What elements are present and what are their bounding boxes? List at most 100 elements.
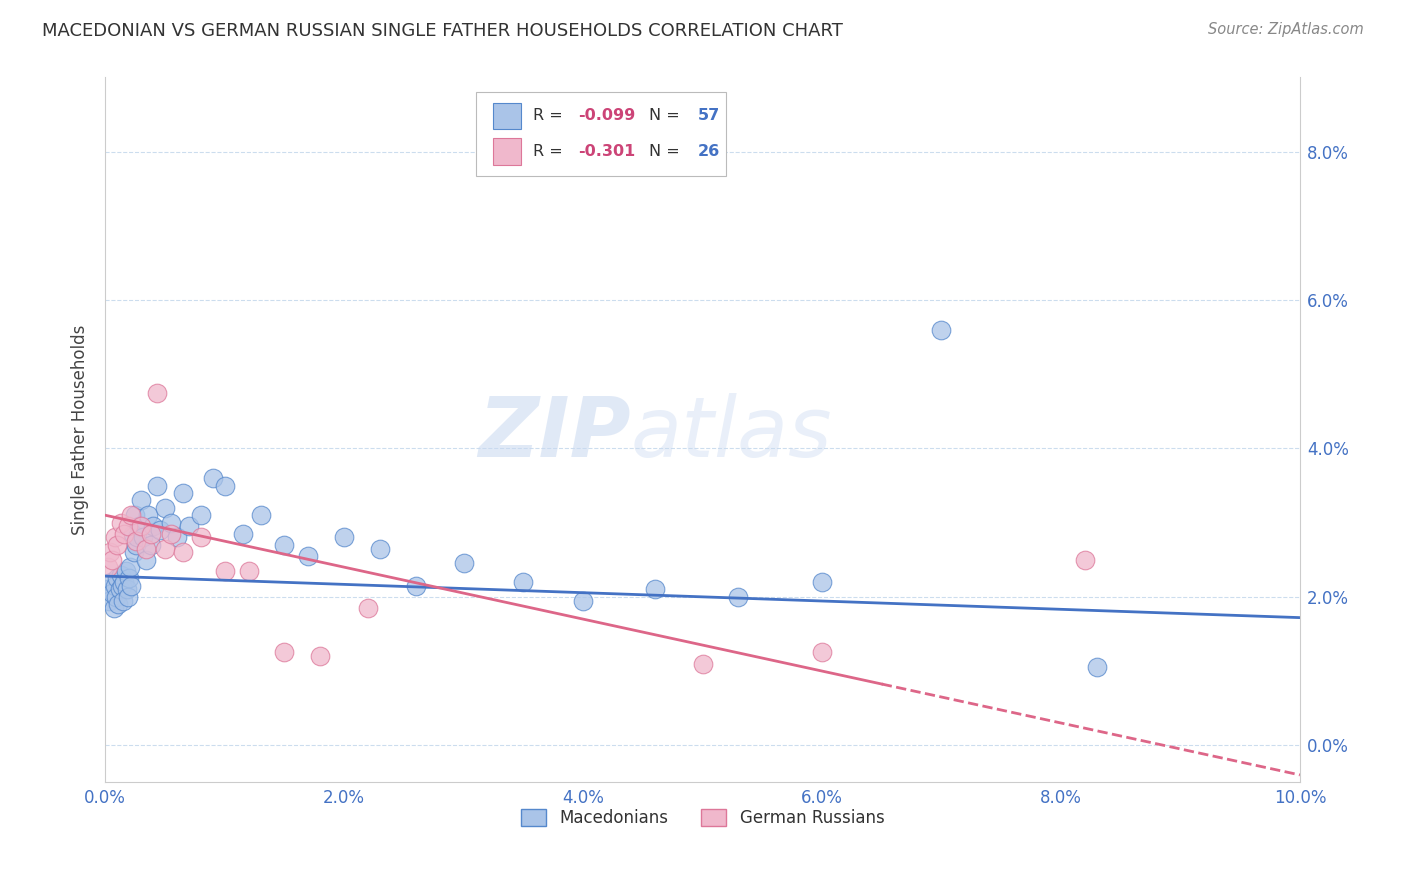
- Point: [105, 571, 128, 585]
- Point: [214, 478, 236, 492]
- Point: [190, 531, 212, 545]
- Point: [101, 553, 124, 567]
- Point: [103, 601, 125, 615]
- Point: [357, 601, 380, 615]
- Point: [101, 586, 124, 600]
- Point: [453, 557, 475, 571]
- Point: [160, 516, 183, 530]
- Point: [1074, 553, 1097, 567]
- Point: [333, 531, 356, 545]
- Point: [166, 531, 188, 545]
- Point: [115, 582, 138, 597]
- Point: [142, 519, 165, 533]
- Point: [692, 657, 714, 671]
- Point: [297, 549, 319, 563]
- Point: [122, 545, 145, 559]
- Point: [139, 538, 162, 552]
- FancyBboxPatch shape: [494, 103, 522, 129]
- Text: N =: N =: [648, 109, 685, 123]
- Point: [136, 508, 159, 523]
- Point: [201, 471, 224, 485]
- Point: [120, 560, 142, 574]
- Point: [145, 385, 167, 400]
- Point: [145, 478, 167, 492]
- Point: [128, 519, 150, 533]
- Point: [117, 590, 139, 604]
- Point: [135, 553, 157, 567]
- Point: [111, 579, 134, 593]
- FancyBboxPatch shape: [475, 92, 727, 176]
- Point: [97, 560, 120, 574]
- Point: [110, 516, 132, 530]
- Point: [97, 582, 120, 597]
- Text: atlas: atlas: [631, 392, 832, 474]
- Point: [135, 541, 157, 556]
- Text: -0.099: -0.099: [578, 109, 636, 123]
- Text: Source: ZipAtlas.com: Source: ZipAtlas.com: [1208, 22, 1364, 37]
- Point: [238, 564, 260, 578]
- Text: 57: 57: [697, 109, 720, 123]
- Point: [107, 597, 129, 611]
- Point: [214, 564, 236, 578]
- Point: [104, 531, 127, 545]
- Point: [105, 538, 128, 552]
- Y-axis label: Single Father Households: Single Father Households: [72, 325, 89, 535]
- Point: [172, 545, 194, 559]
- Point: [129, 493, 152, 508]
- Point: [811, 646, 834, 660]
- Point: [172, 486, 194, 500]
- Point: [112, 574, 135, 589]
- FancyBboxPatch shape: [494, 138, 522, 165]
- Point: [727, 590, 749, 604]
- Point: [110, 567, 132, 582]
- Point: [405, 579, 427, 593]
- Point: [273, 646, 295, 660]
- Text: MACEDONIAN VS GERMAN RUSSIAN SINGLE FATHER HOUSEHOLDS CORRELATION CHART: MACEDONIAN VS GERMAN RUSSIAN SINGLE FATH…: [42, 22, 844, 40]
- Point: [249, 508, 271, 523]
- Point: [121, 508, 143, 523]
- Point: [97, 593, 120, 607]
- Text: R =: R =: [533, 109, 568, 123]
- Text: ZIP: ZIP: [478, 392, 631, 474]
- Text: N =: N =: [648, 145, 685, 159]
- Point: [132, 531, 155, 545]
- Point: [129, 519, 152, 533]
- Point: [177, 519, 200, 533]
- Point: [121, 526, 143, 541]
- Point: [149, 523, 172, 537]
- Text: -0.301: -0.301: [578, 145, 636, 159]
- Point: [125, 534, 148, 549]
- Point: [139, 526, 162, 541]
- Point: [153, 541, 176, 556]
- Point: [114, 564, 136, 578]
- Point: [104, 579, 127, 593]
- Point: [118, 571, 141, 585]
- Point: [100, 574, 122, 589]
- Point: [273, 538, 295, 552]
- Legend: Macedonians, German Russians: Macedonians, German Russians: [515, 803, 891, 834]
- Point: [811, 574, 834, 589]
- Point: [127, 531, 149, 545]
- Point: [232, 526, 254, 541]
- Point: [124, 508, 146, 523]
- Point: [153, 500, 176, 515]
- Point: [160, 526, 183, 541]
- Point: [117, 519, 139, 533]
- Point: [1085, 660, 1108, 674]
- Point: [125, 538, 148, 552]
- Point: [190, 508, 212, 523]
- Point: [368, 541, 391, 556]
- Point: [121, 579, 143, 593]
- Text: 26: 26: [697, 145, 720, 159]
- Point: [104, 590, 127, 604]
- Point: [512, 574, 534, 589]
- Text: R =: R =: [533, 145, 568, 159]
- Point: [931, 323, 953, 337]
- Point: [309, 649, 332, 664]
- Point: [112, 593, 135, 607]
- Point: [112, 526, 135, 541]
- Point: [108, 582, 131, 597]
- Point: [644, 582, 666, 597]
- Point: [98, 545, 121, 559]
- Point: [572, 593, 595, 607]
